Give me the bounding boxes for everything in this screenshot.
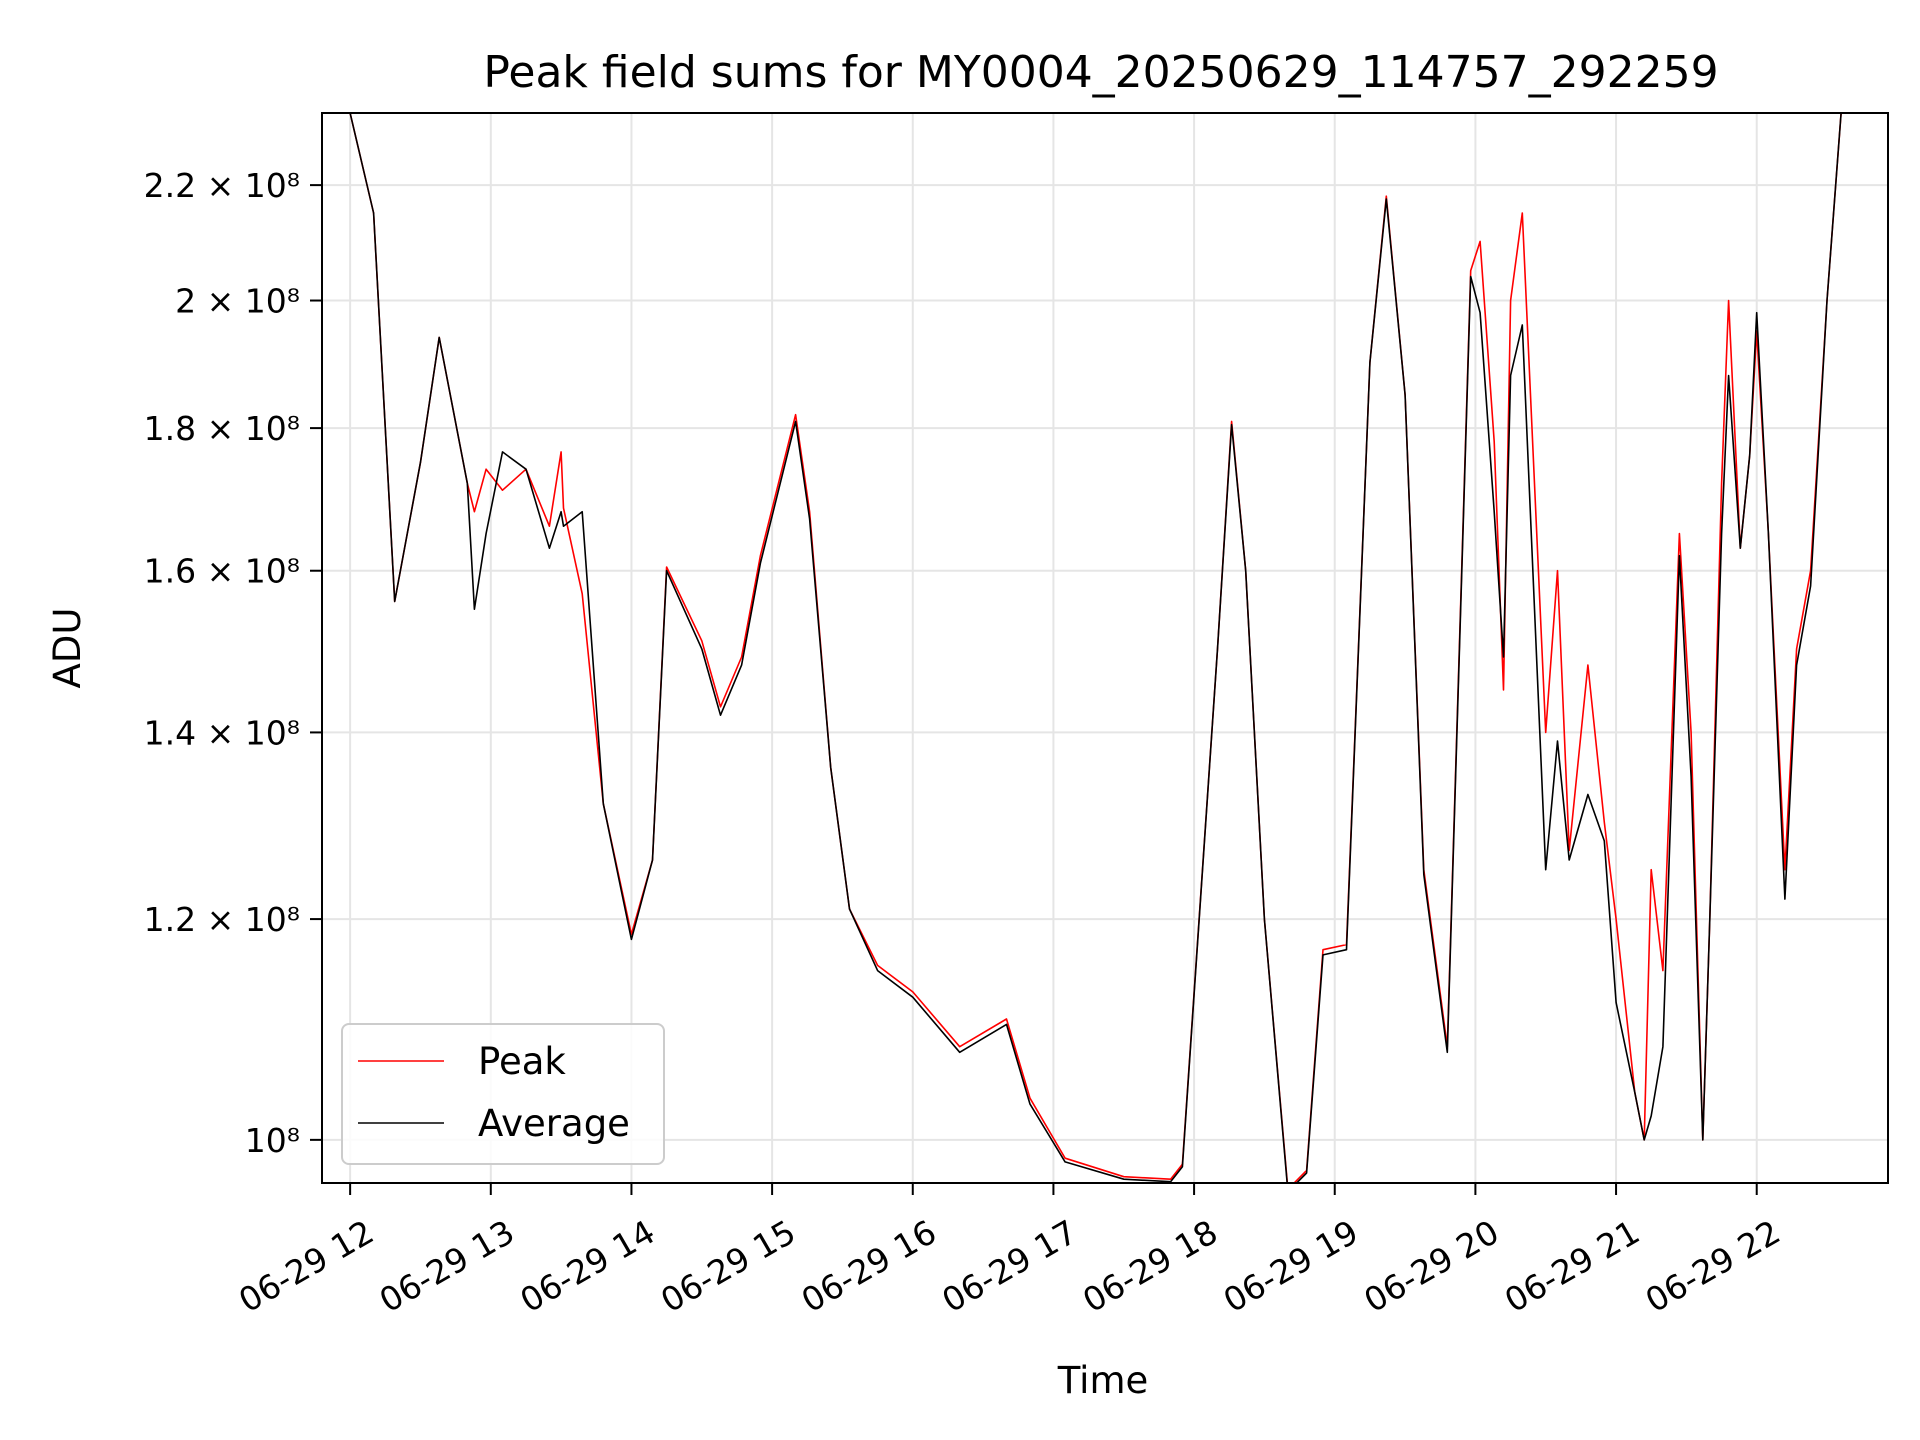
legend-label-peak: Peak — [478, 1040, 566, 1083]
y-tick-label: 2 × 10⁸ — [175, 282, 300, 321]
y-tick-label: 10⁸ — [245, 1121, 300, 1160]
series-line-average — [322, 113, 1888, 1183]
legend-label-average: Average — [478, 1102, 630, 1145]
x-axis-label: Time — [1057, 1359, 1149, 1402]
legend: Peak Average — [341, 1023, 665, 1165]
y-tick-label: 1.4 × 10⁸ — [144, 713, 300, 752]
y-tick-label: 1.8 × 10⁸ — [144, 409, 300, 448]
y-axis-label: ADU — [46, 608, 89, 689]
y-axis: 10⁸ 1.2 × 10⁸ 1.4 × 10⁸ 1.6 × 10⁸ 1.8 × 10⁸ 2… — [144, 166, 322, 1160]
series-layer — [322, 113, 1888, 1183]
legend-box — [341, 1023, 665, 1165]
grid — [322, 113, 1888, 1183]
plot-frame — [321, 112, 1889, 1184]
y-tick-label: 1.6 × 10⁸ — [144, 552, 300, 591]
y-tick-label: 1.2 × 10⁸ — [144, 900, 300, 939]
chart-title: Peak field sums for MY0004_20250629_1147… — [483, 47, 1718, 98]
y-tick-label: 2.2 × 10⁸ — [144, 166, 300, 205]
